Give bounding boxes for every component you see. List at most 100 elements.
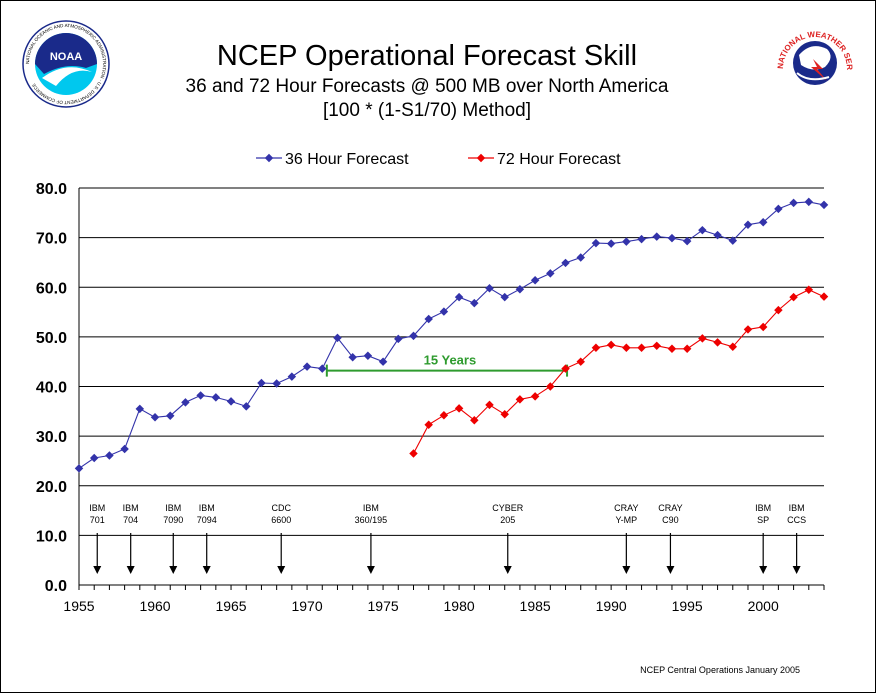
series-0-point <box>333 333 342 343</box>
series-0-point <box>667 233 677 243</box>
series-1-point <box>789 292 798 302</box>
series-1-line <box>413 289 825 454</box>
x-tick-label: 1960 <box>139 598 170 614</box>
y-tick-label: 50.0 <box>36 330 67 347</box>
computer-label-line2: 7094 <box>197 515 217 525</box>
series-1-point <box>819 292 829 301</box>
series-0-point <box>424 314 433 324</box>
computer-arrow-head <box>503 566 512 574</box>
computer-label-line1: IBM <box>123 503 139 513</box>
noaa-logo-text: NOAA <box>50 51 82 63</box>
series-0-point <box>150 413 160 422</box>
series-0-point <box>302 362 312 371</box>
series-0-point <box>819 200 829 210</box>
series-0-point <box>652 232 661 241</box>
computer-label-line2: C90 <box>662 515 679 525</box>
computer-label-line1: IBM <box>89 503 105 513</box>
computer-label-line1: CRAY <box>614 503 638 513</box>
legend-72-marker <box>476 153 486 163</box>
series-1-point <box>530 392 540 401</box>
computer-arrow-head <box>792 566 801 574</box>
computer-arrow-head <box>169 566 178 574</box>
series-1-point <box>500 410 509 419</box>
y-tick-label: 30.0 <box>36 429 67 446</box>
series-0-point <box>348 352 357 362</box>
computer-arrow-head <box>759 566 768 574</box>
series-1-point <box>591 343 601 353</box>
series-1-point <box>546 382 555 391</box>
series-0-point <box>363 351 373 360</box>
computer-label-line2: 7090 <box>163 515 183 525</box>
y-tick-label: 60.0 <box>36 280 67 297</box>
x-tick-label: 1965 <box>215 598 246 614</box>
series-0-point <box>257 378 266 388</box>
y-tick-label: 40.0 <box>36 380 67 397</box>
legend-72-label: 72 Hour Forecast <box>497 151 621 168</box>
series-0-point <box>485 283 494 293</box>
series-0-point <box>181 398 190 407</box>
series-1-point <box>637 343 646 353</box>
computer-label-line1: IBM <box>363 503 379 513</box>
chart-legend: 36 Hour Forecast 72 Hour Forecast <box>256 151 621 168</box>
series-1-point <box>606 340 616 350</box>
computer-label-line2: CCS <box>787 515 806 525</box>
series-0-point <box>165 411 175 421</box>
series-0-point <box>546 269 555 278</box>
series-1-point <box>804 285 814 294</box>
series-1-point <box>698 334 707 343</box>
series-1-point <box>682 344 692 354</box>
series-0-point <box>287 372 297 381</box>
computer-label-line2: Y-MP <box>616 515 638 525</box>
computer-label-line1: IBM <box>199 503 215 513</box>
computer-label-line1: IBM <box>789 503 805 513</box>
axes: 0.0 10.0 20.0 30.0 40.0 50.0 60.0 70.0 80.0 1955 1… <box>36 181 825 614</box>
series-0-point <box>454 292 464 302</box>
series-1-point <box>622 343 631 353</box>
series-1-point <box>515 395 525 404</box>
series-1-point <box>424 420 433 429</box>
chart-title: NCEP Operational Forecast Skill <box>217 40 637 72</box>
computer-label-line1: IBM <box>755 503 771 513</box>
chart-subtitle-2: [100 * (1-S1/70) Method] <box>323 100 531 121</box>
computer-label-line2: SP <box>757 515 769 525</box>
series-1-point <box>470 416 479 425</box>
series-0-point <box>500 292 509 302</box>
x-tick-label: 1970 <box>291 598 322 614</box>
y-tick-label: 70.0 <box>36 231 67 248</box>
series-0-point <box>211 393 221 402</box>
legend-36-label: 36 Hour Forecast <box>285 151 409 168</box>
computer-label-line2: 205 <box>500 515 515 525</box>
computer-arrow-head <box>277 566 286 574</box>
series-0-point <box>394 334 403 344</box>
data-series <box>74 197 829 473</box>
series-1-point <box>758 322 768 332</box>
y-tick-label: 20.0 <box>36 479 67 496</box>
series-1-point <box>454 404 464 413</box>
gridlines <box>79 187 824 536</box>
computer-arrow-head <box>93 566 102 574</box>
x-tick-label: 1985 <box>520 598 551 614</box>
computer-arrow-head <box>366 566 375 574</box>
series-1-point <box>561 364 570 373</box>
x-tick-label: 2000 <box>748 598 779 614</box>
noaa-logo-icon: NOAA NATIONAL OCEANIC AND ATMOSPHERIC AD… <box>22 20 110 108</box>
series-1-point <box>728 342 738 352</box>
series-0-point <box>606 239 616 248</box>
x-tick-label: 1955 <box>63 598 94 614</box>
series-0-point <box>682 236 692 246</box>
series-0-point <box>409 331 418 341</box>
series-0-point <box>561 258 570 268</box>
nws-logo-icon: NATIONAL WEATHER SERVICE <box>776 25 854 101</box>
legend-36-marker <box>264 153 274 163</box>
computer-arrow-head <box>622 566 631 574</box>
computer-label-line1: CYBER <box>492 503 524 513</box>
computer-label-line1: IBM <box>165 503 181 513</box>
series-0-point <box>105 451 114 460</box>
series-0-point <box>622 237 631 246</box>
series-0-point <box>135 404 145 414</box>
computer-arrow-head <box>126 566 135 574</box>
y-tick-label: 10.0 <box>36 528 67 545</box>
series-1-point <box>667 344 677 354</box>
